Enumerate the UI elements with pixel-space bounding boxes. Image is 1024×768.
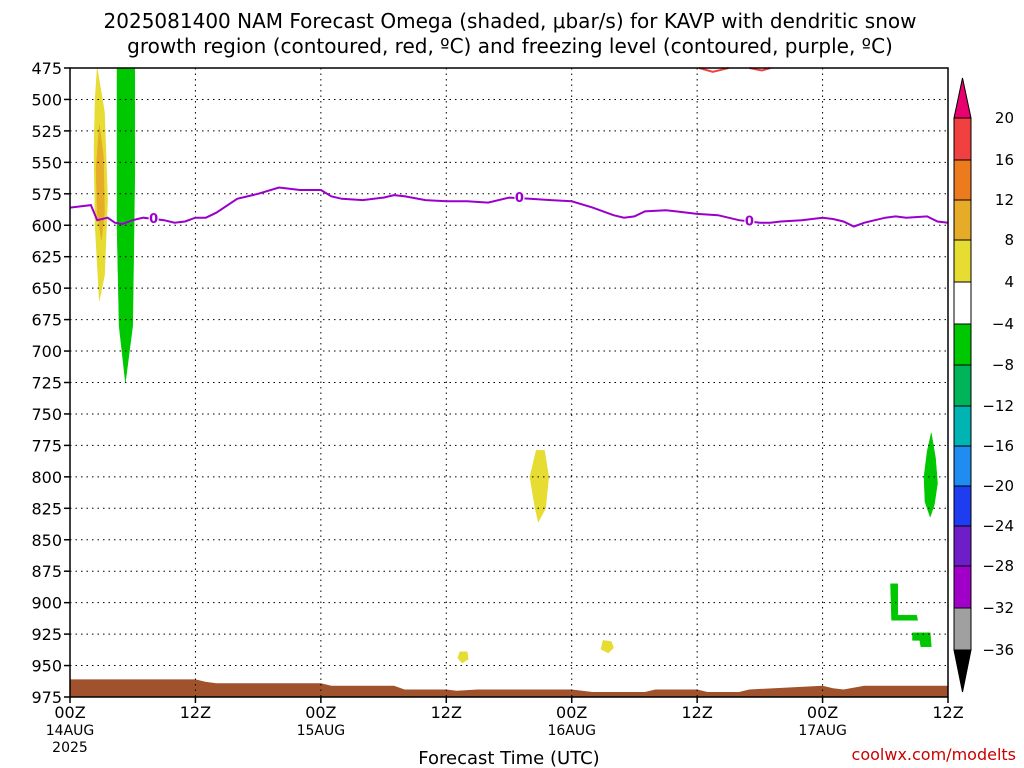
freezing-level-label-1: 0 — [515, 191, 524, 206]
y-tick-label-14: 825 — [31, 499, 62, 518]
credit-text: coolwx.com/modelts — [852, 745, 1016, 764]
colorbar-label-13: −36 — [982, 641, 1014, 659]
colorbar-label-1: 16 — [995, 151, 1014, 169]
freezing-level-label-0: 0 — [149, 212, 158, 227]
colorbar-segment-6 — [953, 364, 972, 407]
colorbar-label-8: −16 — [982, 437, 1014, 455]
x-tick-date-6: 17AUG — [798, 723, 847, 739]
omega-region-3 — [529, 450, 549, 523]
y-tick-label-1: 500 — [31, 90, 62, 109]
freezing-level-label-bg-1 — [514, 190, 525, 205]
colorbar-segment-5 — [953, 323, 972, 366]
colorbar-segment-10 — [953, 525, 972, 567]
x-tick-year-0: 2025 — [52, 740, 88, 756]
y-tick-label-15: 850 — [31, 531, 62, 550]
colorbar-segment-1 — [953, 159, 972, 201]
colorbar-label-6: −8 — [992, 356, 1014, 374]
freezing-level-label-bg-0 — [148, 210, 159, 225]
colorbar-label-5: −4 — [992, 315, 1014, 333]
colorbar-label-11: −28 — [982, 557, 1014, 575]
colorbar-label-9: −20 — [982, 477, 1014, 495]
colorbar-label-7: −12 — [982, 397, 1014, 415]
colorbar-bottom-arrow — [953, 649, 972, 693]
freezing-level-contour — [69, 186, 949, 228]
omega-region-6 — [923, 432, 938, 518]
colorbar-segment-2 — [953, 199, 972, 241]
colorbar-label-10: −24 — [982, 517, 1014, 535]
colorbar-top-arrow — [953, 77, 972, 119]
y-tick-label-20: 975 — [31, 688, 62, 707]
y-tick-label-3: 550 — [31, 153, 62, 172]
colorbar-label-0: 20 — [995, 109, 1014, 127]
y-tick-label-4: 575 — [31, 185, 62, 204]
freezing-level-label-2: 0 — [745, 214, 754, 229]
y-axis: 475 500 525 550 575 600 625 650 675 700 725 750 775 8… — [31, 59, 70, 707]
x-tick-label-4: 00Z — [556, 703, 587, 722]
x-tick-label-0: 00Z — [54, 703, 85, 722]
x-tick-label-6: 00Z — [807, 703, 838, 722]
colorbar-segment-3 — [953, 239, 972, 283]
colorbar-segment-0 — [953, 117, 972, 161]
chart-title-line-1: 2025081400 NAM Forecast Omega (shaded, μ… — [104, 9, 917, 33]
x-tick-date-0: 14AUG — [46, 723, 95, 739]
y-tick-label-18: 925 — [31, 625, 62, 644]
x-tick-label-5: 12Z — [681, 703, 712, 722]
y-tick-label-19: 950 — [31, 657, 62, 676]
colorbar: 20 16 12 8 4 −4 −8 −12 −16 −20 −24 −28 −32 −36 — [953, 77, 1014, 693]
y-tick-label-0: 475 — [31, 59, 62, 78]
x-axis-title: Forecast Time (UTC) — [418, 748, 599, 768]
grid-lines — [69, 67, 949, 698]
omega-shaded-regions — [93, 67, 938, 664]
plot-frame — [69, 67, 949, 698]
freezing-level-label-bg-2 — [744, 213, 755, 228]
y-tick-label-2: 525 — [31, 122, 62, 141]
x-tick-label-7: 12Z — [932, 703, 963, 722]
y-tick-label-6: 625 — [31, 248, 62, 267]
terrain-layer — [70, 679, 948, 697]
colorbar-segment-7 — [953, 405, 972, 447]
y-tick-label-9: 700 — [31, 342, 62, 361]
y-tick-label-5: 600 — [31, 216, 62, 235]
omega-region-7 — [890, 583, 919, 621]
omega-region-2 — [95, 124, 105, 241]
colorbar-segment-9 — [953, 485, 972, 527]
colorbar-segment-4 — [953, 281, 972, 325]
colorbar-label-4: 4 — [1004, 273, 1014, 291]
y-tick-label-13: 800 — [31, 468, 62, 487]
x-tick-date-4: 16AUG — [547, 723, 596, 739]
y-tick-label-12: 775 — [31, 436, 62, 455]
chart-title-line-2: growth region (contoured, red, ºC) and f… — [127, 34, 893, 58]
omega-region-4 — [457, 651, 469, 664]
colorbar-segment-11 — [953, 565, 972, 609]
x-tick-label-2: 00Z — [305, 703, 336, 722]
colorbar-label-3: 8 — [1004, 231, 1014, 249]
colorbar-label-2: 12 — [995, 191, 1014, 209]
y-tick-label-10: 725 — [31, 374, 62, 393]
y-tick-label-11: 750 — [31, 405, 62, 424]
y-tick-label-8: 675 — [31, 311, 62, 330]
y-tick-label-16: 875 — [31, 562, 62, 581]
y-tick-label-7: 650 — [31, 279, 62, 298]
y-tick-label-17: 900 — [31, 594, 62, 613]
x-tick-label-1: 12Z — [180, 703, 211, 722]
omega-region-5 — [600, 640, 614, 654]
x-tick-date-2: 15AUG — [297, 723, 346, 739]
contour-layer: 0 0 0 — [69, 67, 949, 229]
colorbar-segment-12 — [953, 607, 972, 651]
colorbar-segment-8 — [953, 445, 972, 487]
x-tick-label-3: 12Z — [431, 703, 462, 722]
colorbar-label-12: −32 — [982, 599, 1014, 617]
dendritic-growth-contour-1 — [749, 67, 771, 72]
omega-region-8 — [912, 632, 932, 647]
terrain-fill — [70, 679, 948, 697]
